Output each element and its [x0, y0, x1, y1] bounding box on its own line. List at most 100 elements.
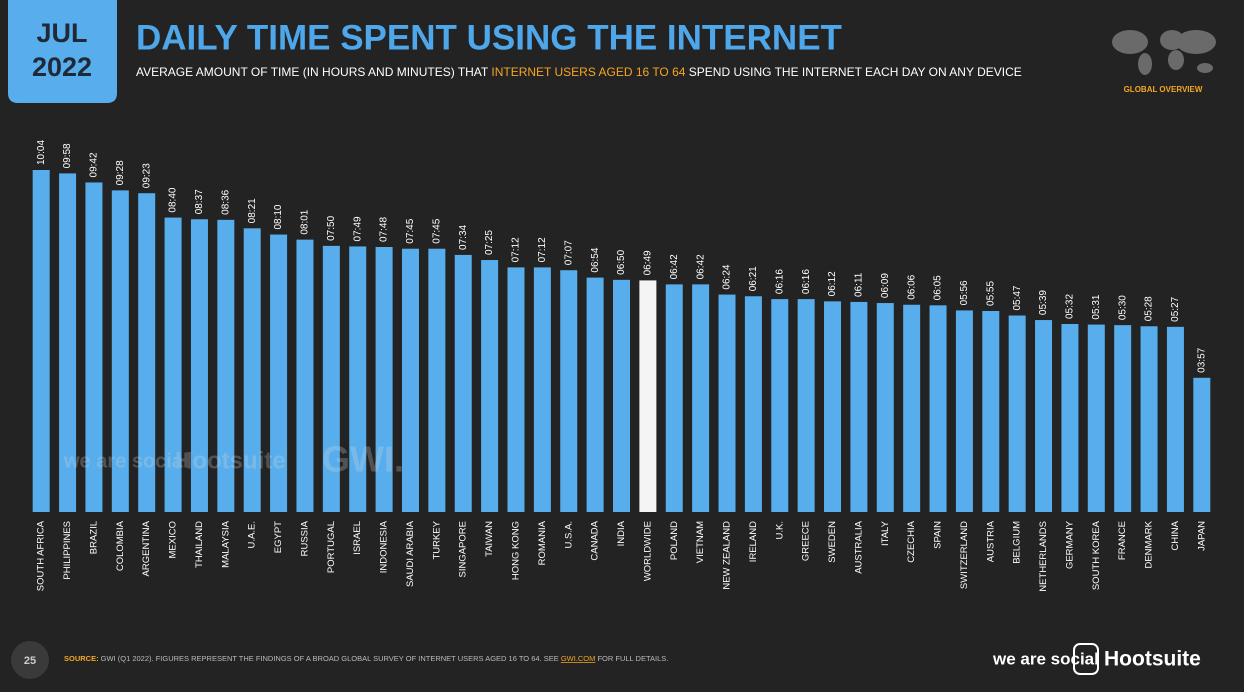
bar	[1114, 325, 1132, 512]
bar	[639, 280, 657, 512]
bar	[270, 234, 288, 512]
chart-title: DAILY TIME SPENT USING THE INTERNET	[136, 18, 842, 57]
bar	[401, 248, 419, 512]
page-circle	[11, 641, 49, 679]
source-label: SOURCE:	[64, 654, 99, 663]
x-tick-label: CHINA	[1170, 520, 1181, 550]
bar	[1166, 326, 1184, 512]
watermark: Hootsuite	[175, 447, 286, 474]
bar	[190, 219, 208, 512]
value-label: 05:47	[1012, 285, 1023, 310]
bar	[454, 254, 472, 512]
value-label: 05:56	[959, 280, 970, 305]
value-label: 06:54	[590, 247, 601, 272]
bar	[164, 217, 182, 512]
subtitle-highlight: INTERNET USERS AGED 16 TO 64	[491, 65, 685, 79]
x-tick-label: IRELAND	[748, 521, 759, 562]
bar	[586, 277, 604, 512]
bar	[955, 310, 973, 512]
bar	[375, 247, 393, 512]
value-label: 06:09	[880, 273, 891, 298]
value-label: 08:36	[220, 189, 231, 214]
x-tick-label: HONG KONG	[511, 521, 522, 580]
value-label: 09:42	[89, 152, 100, 177]
value-label: 09:28	[115, 160, 126, 185]
value-label: 06:50	[616, 249, 627, 274]
x-tick-label: MALAYSIA	[220, 520, 231, 567]
bar	[1087, 324, 1105, 512]
bar	[824, 301, 842, 512]
badge-month: JUL	[36, 18, 87, 48]
value-label: 06:24	[722, 264, 733, 289]
bar	[32, 170, 50, 512]
watermark: we are social	[63, 450, 189, 472]
x-tick-label: SOUTH KOREA	[1091, 520, 1102, 590]
x-tick-label: VIETNAM	[695, 521, 706, 563]
logo-hootsuite: Hootsuite	[1104, 648, 1201, 671]
bar	[85, 182, 103, 512]
x-tick-label: PHILIPPINES	[62, 521, 73, 580]
x-tick-label: ITALY	[880, 520, 891, 546]
bar	[533, 267, 551, 512]
bar	[1061, 324, 1079, 512]
world-map-icon	[1112, 30, 1216, 75]
bar	[507, 267, 525, 512]
x-tick-label: NETHERLANDS	[1038, 521, 1049, 592]
x-tick-label: DENMARK	[1144, 520, 1155, 568]
bar	[1193, 377, 1211, 512]
x-tick-label: TAIWAN	[484, 521, 495, 557]
value-label: 07:12	[511, 237, 522, 262]
x-tick-label: ROMANIA	[537, 520, 548, 565]
date-badge	[8, 0, 117, 103]
plot: 10:04 SOUTH AFRICA 09:58 PHILIPPINES 09:42 BR…	[32, 140, 1211, 592]
x-tick-label: INDONESIA	[379, 520, 390, 573]
value-label: 05:39	[1038, 290, 1049, 315]
x-tick-label: ARGENTINA	[141, 520, 152, 576]
value-label: 07:25	[484, 230, 495, 255]
x-tick-label: AUSTRALIA	[853, 520, 864, 573]
value-label: 08:40	[168, 187, 179, 212]
x-tick-label: BELGIUM	[1012, 521, 1023, 564]
bar	[744, 296, 762, 512]
bar	[111, 190, 129, 513]
source-text: GWI (Q1 2022). FIGURES REPRESENT THE FIN…	[99, 654, 561, 663]
value-label: 06:12	[827, 271, 838, 296]
value-label: 10:04	[36, 140, 47, 165]
bar	[1008, 315, 1026, 512]
value-label: 06:16	[774, 269, 785, 294]
subtitle-part: SPEND USING THE INTERNET EACH DAY ON ANY…	[685, 65, 1021, 79]
bar	[560, 270, 578, 512]
bar	[296, 239, 314, 512]
x-tick-label: SOUTH AFRICA	[36, 520, 47, 591]
x-tick-label: CANADA	[590, 520, 601, 560]
x-tick-label: SWEDEN	[827, 521, 838, 563]
watermarks: we are social Hootsuite GWI.	[63, 439, 404, 480]
watermark: GWI.	[322, 439, 404, 480]
value-label: 06:06	[906, 274, 917, 299]
x-tick-label: CZECHIA	[906, 520, 917, 562]
x-tick-label: AUSTRIA	[985, 520, 996, 562]
value-label: 05:31	[1091, 294, 1102, 319]
source-link[interactable]: GWI.COM	[561, 654, 596, 663]
x-tick-label: WORLDWIDE	[642, 521, 653, 581]
bar	[903, 304, 921, 512]
x-tick-label: ISRAEL	[352, 521, 363, 555]
bar	[243, 228, 261, 512]
badge-year: 2022	[32, 52, 92, 82]
subtitle-part: AVERAGE AMOUNT OF TIME (IN HOURS AND MIN…	[136, 65, 491, 79]
value-label: 07:45	[431, 218, 442, 243]
bar	[481, 260, 499, 512]
value-label: 07:07	[563, 240, 574, 265]
x-tick-label: NEW ZEALAND	[722, 521, 733, 590]
subtitle: AVERAGE AMOUNT OF TIME (IN HOURS AND MIN…	[136, 65, 1022, 79]
x-tick-label: GREECE	[801, 521, 812, 561]
bar	[718, 294, 736, 512]
value-label: 07:50	[326, 215, 337, 240]
value-label: 09:58	[62, 143, 73, 168]
bar	[876, 303, 894, 512]
x-tick-label: GERMANY	[1064, 520, 1075, 569]
x-tick-label: TURKEY	[431, 520, 442, 559]
x-tick-label: EGYPT	[273, 521, 284, 553]
section-label: GLOBAL OVERVIEW	[1124, 85, 1203, 94]
